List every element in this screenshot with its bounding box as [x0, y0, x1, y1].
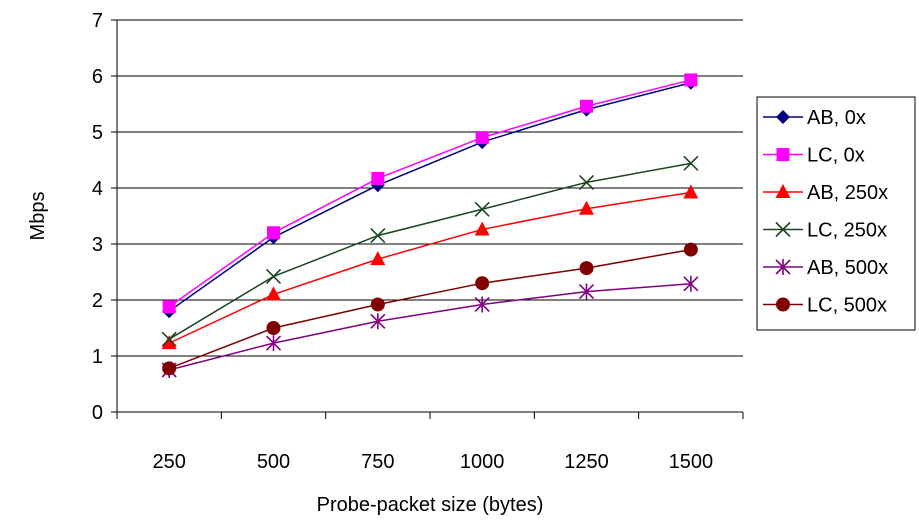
data-point	[578, 283, 595, 300]
series-lines	[161, 73, 699, 378]
series	[161, 184, 699, 350]
x-tick-label: 1500	[669, 451, 714, 473]
x-tick-label: 1250	[564, 451, 609, 473]
data-point	[580, 99, 593, 113]
y-tick-label: 2	[92, 290, 103, 312]
series-line	[168, 79, 692, 308]
series-line	[168, 81, 692, 312]
y-tick-label: 7	[92, 10, 103, 32]
series	[162, 242, 698, 376]
series	[161, 275, 699, 378]
legend-box	[756, 96, 916, 331]
y-tick-labels: 0 1 2 3 4 5 6 7	[92, 10, 117, 424]
data-point	[370, 297, 385, 312]
gridlines	[117, 19, 743, 357]
axes	[116, 20, 743, 413]
x-axis-label: Probe-packet size (bytes)	[317, 494, 544, 516]
legend-label: LC, 500x	[807, 295, 887, 317]
legend-item: AB, 250x	[763, 182, 888, 204]
legend-label: AB, 250x	[807, 182, 888, 204]
legend-marker	[775, 221, 791, 238]
legend-label: AB, 500x	[807, 257, 888, 279]
legend-marker	[775, 184, 791, 198]
x-tick-labels: 250 500 750 1000 1250 1500	[116, 412, 744, 473]
data-point	[579, 200, 594, 215]
legend-item: AB, 0x	[763, 107, 866, 129]
data-point	[474, 296, 490, 313]
legend-item: LC, 250x	[763, 220, 887, 242]
data-point	[371, 171, 385, 185]
y-tick-label: 0	[92, 402, 103, 424]
series-line	[168, 283, 691, 371]
data-point	[683, 275, 699, 292]
data-point	[370, 313, 386, 330]
x-tick-label: 750	[361, 451, 394, 473]
legend-marker	[776, 148, 790, 161]
data-point	[161, 331, 177, 347]
legend-item: AB, 500x	[763, 257, 888, 279]
x-tick-label: 250	[152, 451, 185, 473]
series-line	[168, 162, 691, 340]
y-tick-label: 1	[92, 346, 103, 368]
legend-item: LC, 0x	[763, 145, 865, 167]
data-point	[578, 174, 595, 190]
y-tick-label: 4	[92, 178, 103, 200]
series-line	[168, 191, 691, 344]
data-point	[683, 155, 699, 171]
x-tick-label: 500	[257, 451, 290, 473]
data-point	[579, 261, 594, 276]
data-point	[683, 184, 699, 199]
data-point	[161, 335, 177, 350]
data-point	[265, 268, 282, 285]
y-axis-label: Mbps	[27, 192, 49, 241]
data-point	[370, 228, 386, 244]
data-point	[266, 321, 281, 335]
data-point	[475, 131, 489, 145]
series	[162, 73, 698, 314]
y-tick-label: 3	[92, 234, 103, 256]
data-point	[162, 300, 176, 314]
series	[161, 155, 699, 347]
x-tick-label: 1000	[460, 451, 505, 473]
series	[162, 75, 698, 319]
legend: AB, 0x LC, 0x AB, 250x LC, 250x AB, 500x LC, …	[756, 96, 916, 331]
data-point	[265, 335, 282, 352]
data-point	[370, 251, 386, 266]
legend-marker	[776, 110, 790, 124]
data-point	[683, 242, 698, 257]
data-point	[684, 73, 698, 87]
legend-label: AB, 0x	[807, 107, 866, 129]
y-tick-label: 5	[92, 122, 103, 144]
legend-marker	[776, 297, 790, 312]
legend-label: LC, 0x	[807, 145, 865, 167]
data-point	[474, 221, 490, 236]
legend-label: LC, 250x	[807, 220, 887, 242]
data-point	[267, 226, 280, 240]
data-point	[162, 361, 177, 376]
data-point	[475, 276, 490, 291]
data-point	[474, 201, 490, 217]
y-tick-label: 6	[92, 66, 103, 88]
legend-marker	[775, 259, 791, 275]
series-line	[168, 248, 691, 370]
data-point	[266, 286, 281, 301]
legend-item: LC, 500x	[763, 295, 887, 317]
